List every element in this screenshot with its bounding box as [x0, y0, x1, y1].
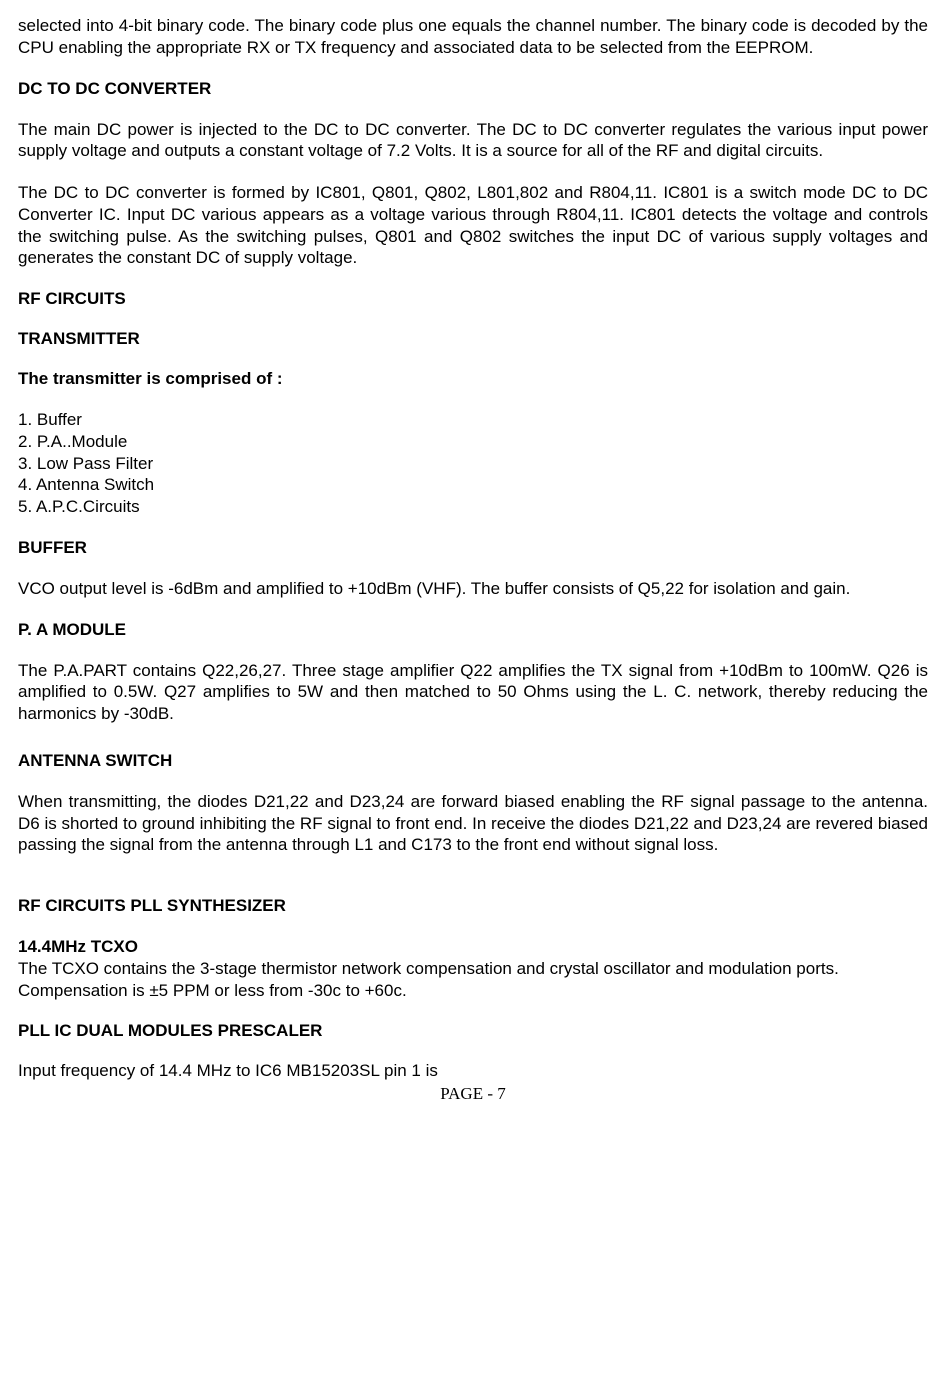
tcxo-paragraph-1: The TCXO contains the 3-stage thermistor… — [18, 959, 839, 978]
list-item: 3. Low Pass Filter — [18, 453, 928, 475]
dc-converter-heading: DC TO DC CONVERTER — [18, 79, 928, 99]
pa-module-heading: P. A MODULE — [18, 620, 928, 640]
antenna-switch-paragraph: When transmitting, the diodes D21,22 and… — [18, 791, 928, 856]
buffer-heading: BUFFER — [18, 538, 928, 558]
pa-module-paragraph: The P.A.PART contains Q22,26,27. Three s… — [18, 660, 928, 725]
page-footer: PAGE - 7 — [18, 1084, 928, 1104]
dc-paragraph-2: The DC to DC converter is formed by IC80… — [18, 182, 928, 269]
transmitter-list: 1. Buffer 2. P.A..Module 3. Low Pass Fil… — [18, 409, 928, 518]
list-item: 5. A.P.C.Circuits — [18, 496, 928, 518]
dc-paragraph-1: The main DC power is injected to the DC … — [18, 119, 928, 163]
rf-circuits-heading: RF CIRCUITS — [18, 289, 928, 309]
intro-paragraph: selected into 4-bit binary code. The bin… — [18, 15, 928, 59]
transmitter-comprised-label: The transmitter is comprised of : — [18, 369, 928, 389]
tcxo-block: 14.4MHz TCXO The TCXO contains the 3-sta… — [18, 936, 928, 1001]
list-item: 2. P.A..Module — [18, 431, 928, 453]
tcxo-title: 14.4MHz TCXO — [18, 937, 138, 956]
prescaler-heading: PLL IC DUAL MODULES PRESCALER — [18, 1021, 928, 1041]
buffer-paragraph: VCO output level is -6dBm and amplified … — [18, 578, 928, 600]
tcxo-paragraph-2: Compensation is ±5 PPM or less from -30c… — [18, 981, 407, 1000]
antenna-switch-heading: ANTENNA SWITCH — [18, 751, 928, 771]
list-item: 1. Buffer — [18, 409, 928, 431]
pll-synthesizer-heading: RF CIRCUITS PLL SYNTHESIZER — [18, 896, 928, 916]
prescaler-paragraph: Input frequency of 14.4 MHz to IC6 MB152… — [18, 1061, 928, 1081]
transmitter-heading: TRANSMITTER — [18, 329, 928, 349]
list-item: 4. Antenna Switch — [18, 474, 928, 496]
